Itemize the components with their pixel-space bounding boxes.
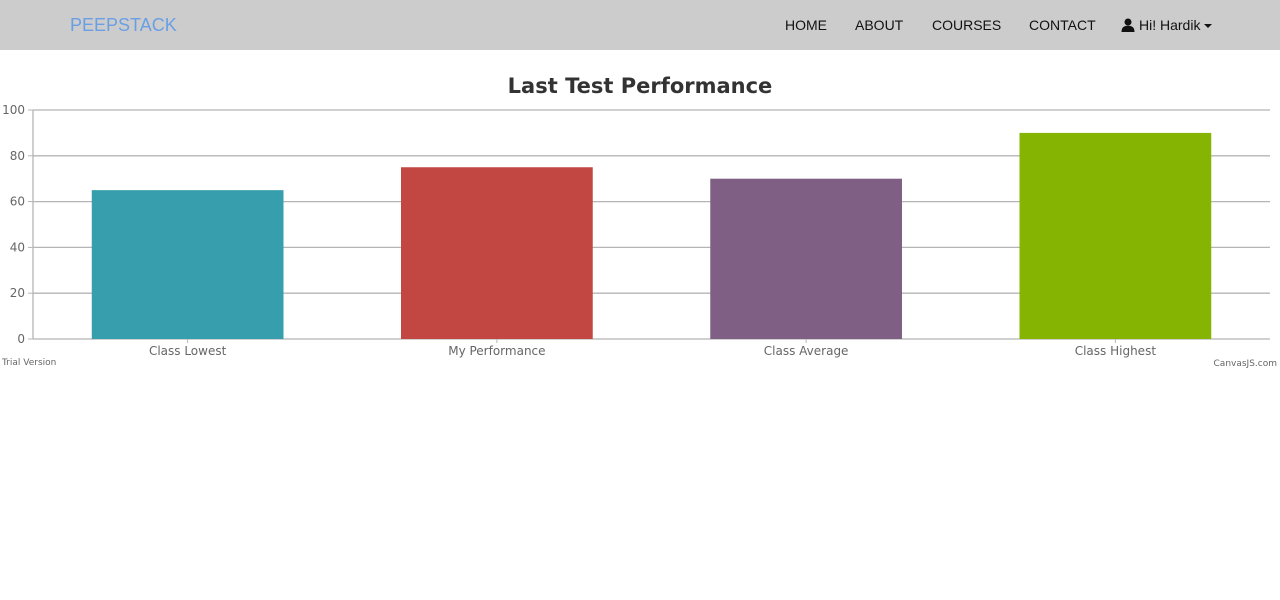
- bar-class-highest: [1019, 132, 1212, 339]
- canvasjs-credit-link[interactable]: CanvasJS.com: [1214, 359, 1277, 369]
- x-axis-category-label: Class Lowest: [149, 344, 227, 358]
- y-axis-tick-label: 0: [17, 332, 25, 346]
- user-greeting-label: Hi! Hardik: [1139, 17, 1201, 33]
- nav-about-link[interactable]: ABOUT: [855, 17, 904, 33]
- x-axis-category-label: My Performance: [448, 344, 545, 358]
- brand-logo-link[interactable]: PEEPSTACK: [70, 15, 177, 35]
- user-menu-dropdown[interactable]: Hi! Hardik: [1121, 15, 1213, 35]
- chart-title: Last Test Performance: [508, 74, 773, 98]
- y-axis-tick-label: 60: [10, 195, 25, 209]
- performance-bar-chart: Last Test Performance 0 20 40 60 80 100 Class …: [1, 74, 1277, 369]
- x-axis-category-label: Class Highest: [1075, 344, 1157, 358]
- user-icon: [1121, 18, 1135, 32]
- nav-home-link[interactable]: HOME: [785, 17, 827, 33]
- nav-courses-link[interactable]: COURSES: [932, 17, 1002, 33]
- y-axis-tick-label: 40: [10, 240, 25, 254]
- chevron-down-icon: [1204, 24, 1213, 28]
- x-axis-category-label: Class Average: [764, 344, 849, 358]
- y-axis-tick-label: 100: [2, 103, 25, 117]
- trial-version-label: Trial Version: [1, 358, 56, 368]
- top-navbar: PEEPSTACK HOME ABOUT COURSES CONTACT Hi!…: [0, 0, 1280, 50]
- bar-class-lowest: [91, 190, 284, 339]
- y-axis-tick-label: 80: [10, 149, 25, 163]
- bar-class-average: [710, 178, 902, 339]
- y-axis-tick-label: 20: [10, 286, 25, 300]
- bar-my-performance: [401, 167, 593, 339]
- nav-contact-link[interactable]: CONTACT: [1029, 17, 1096, 33]
